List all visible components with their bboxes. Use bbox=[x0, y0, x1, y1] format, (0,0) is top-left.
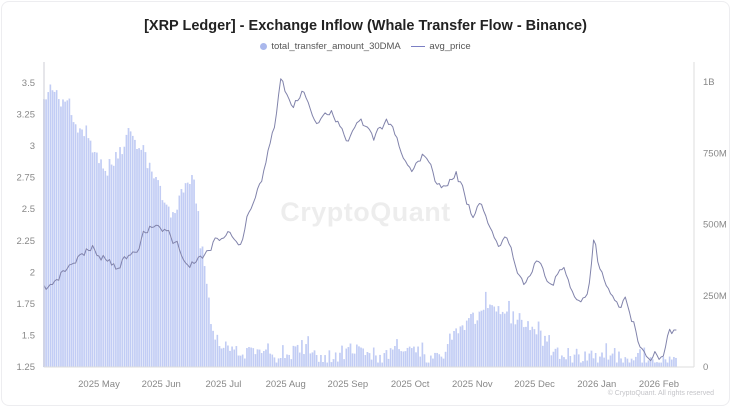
svg-text:2025 Oct: 2025 Oct bbox=[391, 379, 430, 390]
svg-text:1B: 1B bbox=[703, 77, 715, 88]
svg-text:2026 Jan: 2026 Jan bbox=[577, 379, 616, 390]
svg-text:1.25: 1.25 bbox=[17, 362, 36, 373]
svg-text:0: 0 bbox=[703, 362, 708, 373]
svg-text:2025 Jun: 2025 Jun bbox=[142, 379, 181, 390]
svg-text:2.25: 2.25 bbox=[17, 236, 36, 247]
svg-text:250M: 250M bbox=[703, 291, 727, 302]
svg-text:500M: 500M bbox=[703, 220, 727, 231]
svg-text:2025 Sep: 2025 Sep bbox=[328, 379, 369, 390]
svg-text:2025 May: 2025 May bbox=[78, 379, 120, 390]
svg-text:2.5: 2.5 bbox=[22, 204, 35, 215]
svg-text:2025 Nov: 2025 Nov bbox=[452, 379, 493, 390]
svg-text:2025 Aug: 2025 Aug bbox=[266, 379, 306, 390]
svg-text:1.5: 1.5 bbox=[22, 330, 35, 341]
svg-text:750M: 750M bbox=[703, 148, 727, 159]
svg-text:2025 Dec: 2025 Dec bbox=[514, 379, 555, 390]
svg-text:3.5: 3.5 bbox=[22, 78, 35, 89]
svg-text:2026 Feb: 2026 Feb bbox=[639, 379, 679, 390]
svg-text:2: 2 bbox=[30, 267, 35, 278]
svg-text:3: 3 bbox=[30, 141, 35, 152]
svg-text:2025 Jul: 2025 Jul bbox=[205, 379, 241, 390]
svg-text:1.75: 1.75 bbox=[17, 299, 36, 310]
svg-text:2.75: 2.75 bbox=[17, 173, 36, 184]
svg-text:3.25: 3.25 bbox=[17, 110, 36, 121]
